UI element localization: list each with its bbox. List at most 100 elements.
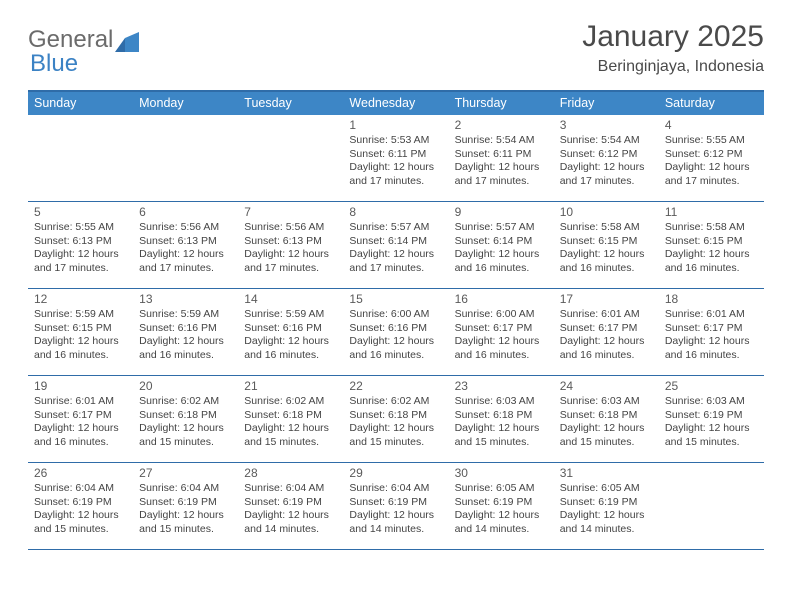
- day-number: 28: [244, 466, 337, 481]
- day-number: 11: [665, 205, 758, 220]
- weekday-header-cell: Friday: [554, 92, 659, 115]
- day-number: 3: [560, 118, 653, 133]
- sunrise-line: Sunrise: 5:56 AM: [244, 221, 337, 234]
- day-number: 29: [349, 466, 442, 481]
- sunset-line: Sunset: 6:13 PM: [139, 235, 232, 248]
- daylight-line: Daylight: 12 hours and 15 minutes.: [139, 509, 232, 536]
- day-cell: 24Sunrise: 6:03 AMSunset: 6:18 PMDayligh…: [554, 376, 659, 462]
- day-number: 15: [349, 292, 442, 307]
- day-cell: 8Sunrise: 5:57 AMSunset: 6:14 PMDaylight…: [343, 202, 448, 288]
- sunset-line: Sunset: 6:16 PM: [139, 322, 232, 335]
- day-cell: 27Sunrise: 6:04 AMSunset: 6:19 PMDayligh…: [133, 463, 238, 549]
- day-number: 20: [139, 379, 232, 394]
- daylight-line: Daylight: 12 hours and 17 minutes.: [665, 161, 758, 188]
- sunrise-line: Sunrise: 5:54 AM: [560, 134, 653, 147]
- day-cell: 17Sunrise: 6:01 AMSunset: 6:17 PMDayligh…: [554, 289, 659, 375]
- sunset-line: Sunset: 6:16 PM: [244, 322, 337, 335]
- sunrise-line: Sunrise: 6:05 AM: [560, 482, 653, 495]
- sunset-line: Sunset: 6:15 PM: [34, 322, 127, 335]
- day-number: 8: [349, 205, 442, 220]
- day-cell: 13Sunrise: 5:59 AMSunset: 6:16 PMDayligh…: [133, 289, 238, 375]
- week-row: 12Sunrise: 5:59 AMSunset: 6:15 PMDayligh…: [28, 289, 764, 376]
- sunrise-line: Sunrise: 6:02 AM: [139, 395, 232, 408]
- day-cell: 14Sunrise: 5:59 AMSunset: 6:16 PMDayligh…: [238, 289, 343, 375]
- weekday-header-cell: Saturday: [659, 92, 764, 115]
- day-cell: 15Sunrise: 6:00 AMSunset: 6:16 PMDayligh…: [343, 289, 448, 375]
- sunrise-line: Sunrise: 6:00 AM: [455, 308, 548, 321]
- weekday-header-cell: Tuesday: [238, 92, 343, 115]
- daylight-line: Daylight: 12 hours and 15 minutes.: [34, 509, 127, 536]
- day-number: 9: [455, 205, 548, 220]
- sunset-line: Sunset: 6:19 PM: [244, 496, 337, 509]
- day-cell: 10Sunrise: 5:58 AMSunset: 6:15 PMDayligh…: [554, 202, 659, 288]
- sunset-line: Sunset: 6:18 PM: [349, 409, 442, 422]
- daylight-line: Daylight: 12 hours and 17 minutes.: [560, 161, 653, 188]
- weekday-header-cell: Monday: [133, 92, 238, 115]
- sunset-line: Sunset: 6:15 PM: [560, 235, 653, 248]
- daylight-line: Daylight: 12 hours and 16 minutes.: [665, 335, 758, 362]
- daylight-line: Daylight: 12 hours and 14 minutes.: [244, 509, 337, 536]
- day-number: 27: [139, 466, 232, 481]
- day-cell: 31Sunrise: 6:05 AMSunset: 6:19 PMDayligh…: [554, 463, 659, 549]
- daylight-line: Daylight: 12 hours and 14 minutes.: [560, 509, 653, 536]
- daylight-line: Daylight: 12 hours and 16 minutes.: [139, 335, 232, 362]
- daylight-line: Daylight: 12 hours and 16 minutes.: [455, 248, 548, 275]
- week-row: 1Sunrise: 5:53 AMSunset: 6:11 PMDaylight…: [28, 115, 764, 202]
- day-number: 5: [34, 205, 127, 220]
- sunset-line: Sunset: 6:13 PM: [244, 235, 337, 248]
- day-cell: 19Sunrise: 6:01 AMSunset: 6:17 PMDayligh…: [28, 376, 133, 462]
- day-cell: 18Sunrise: 6:01 AMSunset: 6:17 PMDayligh…: [659, 289, 764, 375]
- sunset-line: Sunset: 6:17 PM: [455, 322, 548, 335]
- sunset-line: Sunset: 6:12 PM: [560, 148, 653, 161]
- day-cell: 28Sunrise: 6:04 AMSunset: 6:19 PMDayligh…: [238, 463, 343, 549]
- sunrise-line: Sunrise: 5:56 AM: [139, 221, 232, 234]
- day-number: 14: [244, 292, 337, 307]
- sunrise-line: Sunrise: 6:03 AM: [560, 395, 653, 408]
- daylight-line: Daylight: 12 hours and 15 minutes.: [665, 422, 758, 449]
- day-cell: 30Sunrise: 6:05 AMSunset: 6:19 PMDayligh…: [449, 463, 554, 549]
- month-title: January 2025: [582, 20, 764, 54]
- day-number: 1: [349, 118, 442, 133]
- sunrise-line: Sunrise: 6:00 AM: [349, 308, 442, 321]
- daylight-line: Daylight: 12 hours and 17 minutes.: [349, 161, 442, 188]
- weeks-container: 1Sunrise: 5:53 AMSunset: 6:11 PMDaylight…: [28, 115, 764, 550]
- daylight-line: Daylight: 12 hours and 16 minutes.: [244, 335, 337, 362]
- day-number: 6: [139, 205, 232, 220]
- day-cell: 1Sunrise: 5:53 AMSunset: 6:11 PMDaylight…: [343, 115, 448, 201]
- sunset-line: Sunset: 6:11 PM: [349, 148, 442, 161]
- daylight-line: Daylight: 12 hours and 14 minutes.: [349, 509, 442, 536]
- day-number: 2: [455, 118, 548, 133]
- sunrise-line: Sunrise: 5:54 AM: [455, 134, 548, 147]
- day-number: 10: [560, 205, 653, 220]
- sunset-line: Sunset: 6:19 PM: [139, 496, 232, 509]
- day-number: 13: [139, 292, 232, 307]
- week-row: 26Sunrise: 6:04 AMSunset: 6:19 PMDayligh…: [28, 463, 764, 550]
- daylight-line: Daylight: 12 hours and 15 minutes.: [560, 422, 653, 449]
- day-number: 22: [349, 379, 442, 394]
- day-number: 21: [244, 379, 337, 394]
- day-number: 24: [560, 379, 653, 394]
- empty-cell: [28, 115, 133, 201]
- week-row: 19Sunrise: 6:01 AMSunset: 6:17 PMDayligh…: [28, 376, 764, 463]
- sunset-line: Sunset: 6:13 PM: [34, 235, 127, 248]
- sunset-line: Sunset: 6:15 PM: [665, 235, 758, 248]
- sunset-line: Sunset: 6:14 PM: [349, 235, 442, 248]
- day-number: 26: [34, 466, 127, 481]
- sunrise-line: Sunrise: 5:59 AM: [139, 308, 232, 321]
- sunrise-line: Sunrise: 6:03 AM: [455, 395, 548, 408]
- sunrise-line: Sunrise: 5:55 AM: [34, 221, 127, 234]
- day-number: 4: [665, 118, 758, 133]
- sunset-line: Sunset: 6:19 PM: [560, 496, 653, 509]
- sunrise-line: Sunrise: 5:53 AM: [349, 134, 442, 147]
- sunrise-line: Sunrise: 6:05 AM: [455, 482, 548, 495]
- day-cell: 21Sunrise: 6:02 AMSunset: 6:18 PMDayligh…: [238, 376, 343, 462]
- day-cell: 11Sunrise: 5:58 AMSunset: 6:15 PMDayligh…: [659, 202, 764, 288]
- day-number: 25: [665, 379, 758, 394]
- weekday-header-cell: Sunday: [28, 92, 133, 115]
- sunset-line: Sunset: 6:18 PM: [455, 409, 548, 422]
- sunrise-line: Sunrise: 5:58 AM: [665, 221, 758, 234]
- sunset-line: Sunset: 6:12 PM: [665, 148, 758, 161]
- daylight-line: Daylight: 12 hours and 16 minutes.: [560, 248, 653, 275]
- sunset-line: Sunset: 6:18 PM: [244, 409, 337, 422]
- sunset-line: Sunset: 6:19 PM: [455, 496, 548, 509]
